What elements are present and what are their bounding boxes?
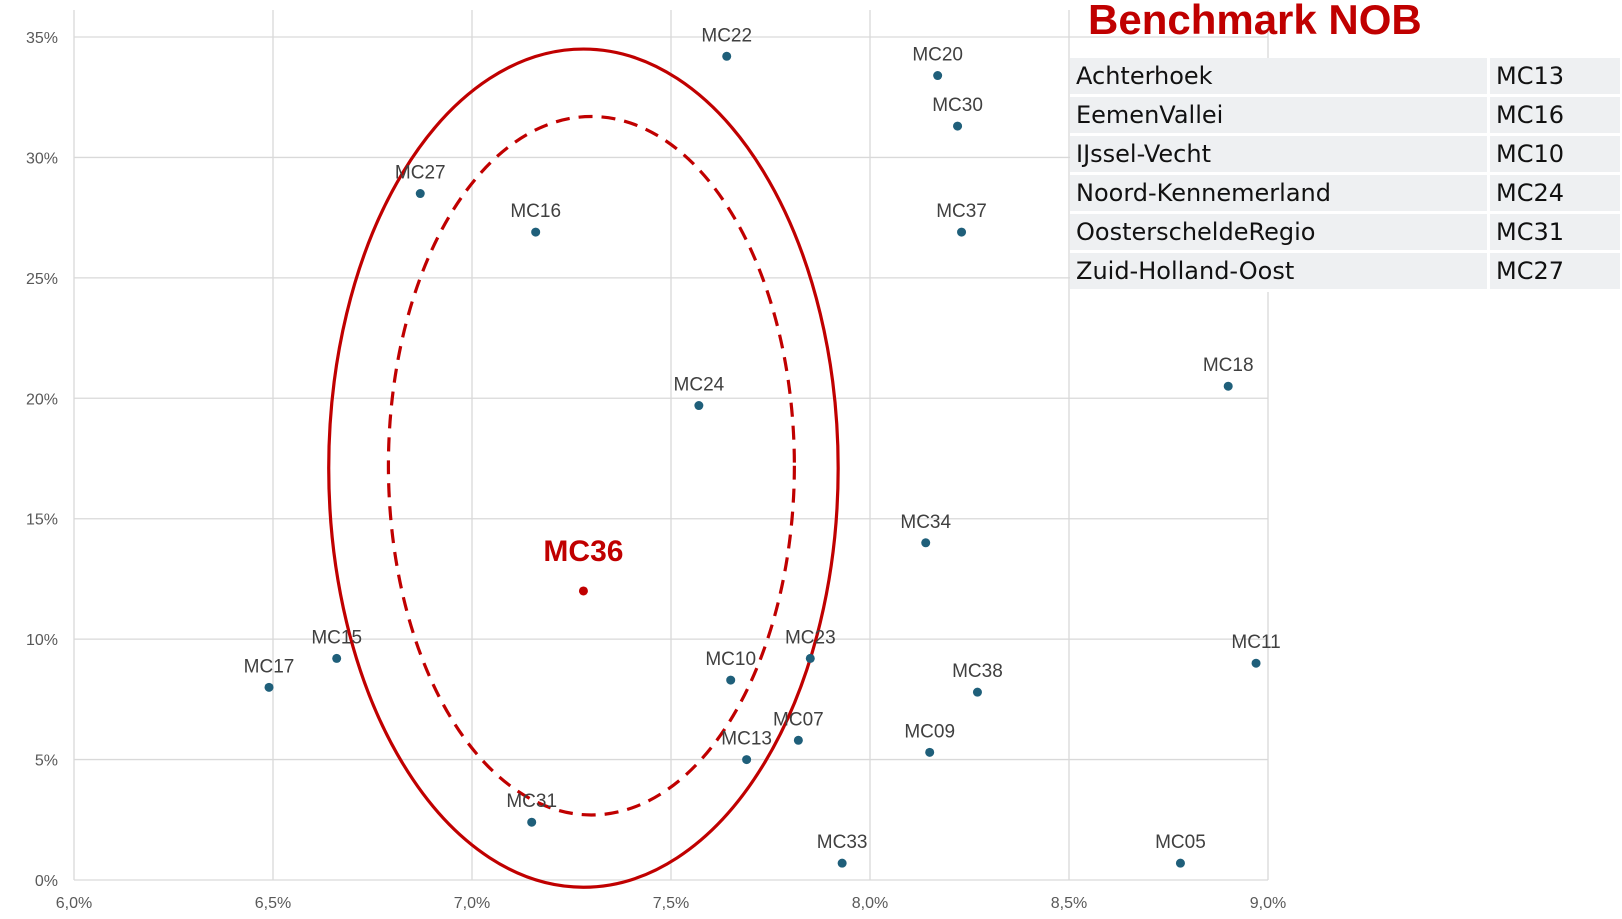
data-point (793, 735, 803, 745)
highlight-point-group: MC36 (543, 535, 623, 596)
region-code: MC24 (1487, 173, 1620, 214)
data-point (837, 858, 847, 868)
highlight-point-label: MC36 (543, 535, 623, 568)
data-point (805, 653, 815, 663)
data-point-label: MC13 (721, 729, 772, 750)
table-row: Achterhoek MC13 (1070, 58, 1620, 97)
table-row: IJssel-Vecht MC10 (1070, 134, 1620, 175)
table-row: Zuid-Holland-Oost MC27 (1070, 251, 1620, 292)
y-tick-label: 5% (35, 753, 58, 770)
data-point-label: MC22 (701, 25, 752, 46)
x-tick-label: 7,5% (653, 895, 689, 912)
region-code: MC27 (1487, 251, 1620, 292)
x-axis-ticks: 6,0% 6,5% 7,0% 7,5% 8,0% 8,5% 9,0% (56, 895, 1286, 912)
y-tick-label: 35% (26, 30, 58, 47)
data-point (531, 227, 541, 237)
data-point-label: MC31 (506, 791, 557, 812)
region-code: MC10 (1487, 134, 1620, 175)
data-point-label: MC30 (932, 95, 983, 116)
data-point (925, 747, 935, 757)
data-point (332, 653, 342, 663)
y-tick-label: 20% (26, 391, 58, 408)
data-point-label: MC05 (1155, 832, 1206, 853)
data-point-label: MC15 (311, 627, 362, 648)
data-point (933, 71, 943, 81)
data-point (415, 189, 425, 199)
data-point (957, 227, 967, 237)
region-code: MC13 (1487, 58, 1620, 97)
y-axis-ticks: 0% 5% 10% 15% 20% 25% 30% 35% (26, 30, 58, 890)
x-tick-label: 8,5% (1051, 895, 1087, 912)
data-point (264, 682, 274, 692)
data-point-label: MC18 (1203, 355, 1254, 376)
data-point (953, 121, 963, 131)
data-point-label: MC34 (900, 512, 951, 533)
data-point (1223, 381, 1233, 391)
table-row: OosterscheldeRegio MC31 (1070, 212, 1620, 253)
data-point-label: MC09 (904, 721, 955, 742)
data-point-label: MC33 (817, 832, 868, 853)
data-point (527, 817, 537, 827)
dashed-ellipse (386, 114, 796, 817)
data-point (972, 687, 982, 697)
region-name: IJssel-Vecht (1070, 134, 1489, 175)
x-tick-label: 7,0% (454, 895, 490, 912)
region-name: Noord-Kennemerland (1070, 173, 1489, 214)
data-point-label: MC24 (674, 375, 725, 396)
data-point-label: MC10 (705, 649, 756, 670)
table-row: Noord-Kennemerland MC24 (1070, 173, 1620, 214)
data-point (921, 538, 931, 548)
data-point-label: MC23 (785, 627, 836, 648)
y-tick-label: 10% (26, 632, 58, 649)
highlight-ellipses (327, 47, 840, 889)
data-point-label: MC17 (244, 656, 295, 677)
data-point-label: MC07 (773, 709, 824, 730)
data-point (694, 401, 704, 411)
highlight-point (578, 586, 588, 596)
y-tick-label: 25% (26, 271, 58, 288)
region-name: Zuid-Holland-Oost (1070, 251, 1489, 292)
y-tick-label: 15% (26, 512, 58, 529)
region-name: OosterscheldeRegio (1070, 212, 1489, 253)
data-point-labels: MC22 MC20 MC30 MC27 MC16 MC37 MC24 MC18 MC34 MC15… (244, 25, 1281, 853)
x-tick-label: 8,0% (852, 895, 888, 912)
grid-lines (73, 10, 1269, 881)
data-point-label: MC20 (912, 45, 963, 66)
region-name: EemenVallei (1070, 95, 1489, 136)
data-point-label: MC38 (952, 661, 1003, 682)
region-code: MC16 (1487, 95, 1620, 136)
data-point-label: MC27 (395, 163, 446, 184)
y-tick-label: 0% (35, 873, 58, 890)
data-point (726, 675, 736, 685)
region-code-table: Achterhoek MC13 EemenVallei MC16 IJssel-Ve… (1070, 58, 1620, 292)
data-point (742, 755, 752, 765)
data-point (722, 51, 732, 61)
data-point-label: MC37 (936, 201, 987, 222)
data-points (264, 51, 1261, 868)
data-point (1175, 858, 1185, 868)
table-row: EemenVallei MC16 (1070, 95, 1620, 136)
data-point-label: MC16 (510, 201, 561, 222)
region-code: MC31 (1487, 212, 1620, 253)
chart-title: Benchmark NOB (1088, 0, 1422, 43)
y-tick-label: 30% (26, 150, 58, 167)
data-point-label: MC11 (1231, 632, 1280, 653)
x-tick-label: 6,5% (255, 895, 291, 912)
data-point (1251, 658, 1261, 668)
region-name: Achterhoek (1070, 58, 1489, 97)
x-tick-label: 9,0% (1250, 895, 1286, 912)
solid-ellipse (327, 47, 840, 889)
x-tick-label: 6,0% (56, 895, 92, 912)
